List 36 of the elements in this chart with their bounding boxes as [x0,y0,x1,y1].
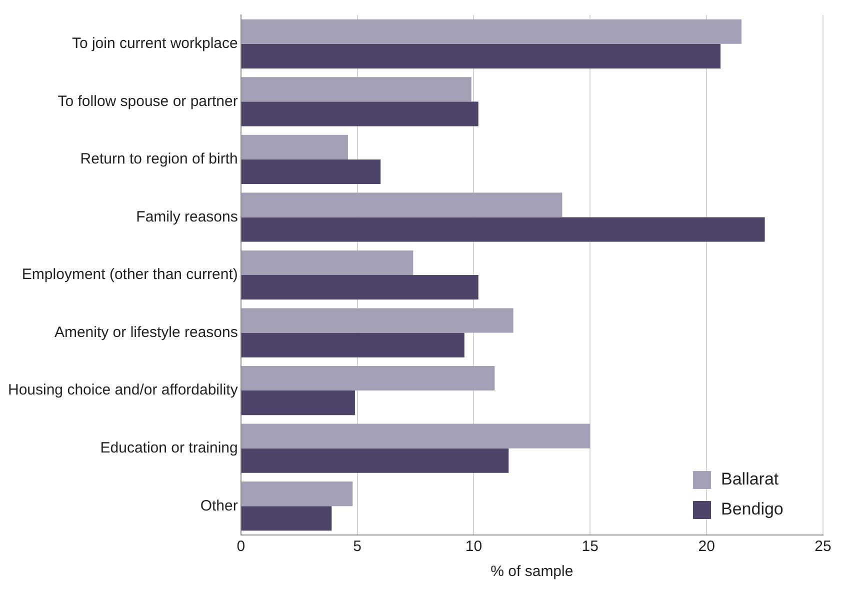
bar [241,44,721,68]
x-tick-label: 10 [465,538,482,556]
bar [241,102,478,126]
y-tick-label: Employment (other than current) [22,266,238,284]
legend-label: Ballarat [721,470,779,489]
x-tick-label: 5 [353,538,362,556]
bar [241,134,348,160]
bar [241,159,381,184]
bar [241,506,332,531]
bar [241,366,495,391]
bar [241,275,478,300]
y-tick-label: Education or training [100,439,238,456]
bar [241,250,414,275]
y-tick-label: Family reasons [136,208,238,226]
y-tick-label: Other [200,497,238,514]
x-tick-label: 0 [236,538,246,556]
bar [241,192,562,218]
bar [241,77,472,102]
legend-label: Bendigo [721,500,784,519]
y-tick-label: Housing choice and/or affordability [8,382,238,399]
y-tick-label: To join current workplace [72,35,238,52]
x-tick-label: 25 [814,538,832,556]
x-axis-title: % of sample [490,563,574,580]
y-tick-label: To follow spouse or partner [58,92,238,110]
bar [241,424,590,448]
bar [241,308,514,333]
y-tick-label: Return to region of birth [80,150,238,168]
bar [241,19,742,44]
bar [241,448,509,473]
bar [241,332,464,358]
x-tick-label: 15 [582,538,598,556]
bar [241,482,353,506]
y-tick-label: Amenity or lifestyle reasons [54,324,238,341]
bar [241,217,765,242]
x-tick-label: 20 [698,538,715,556]
bar [241,390,355,416]
